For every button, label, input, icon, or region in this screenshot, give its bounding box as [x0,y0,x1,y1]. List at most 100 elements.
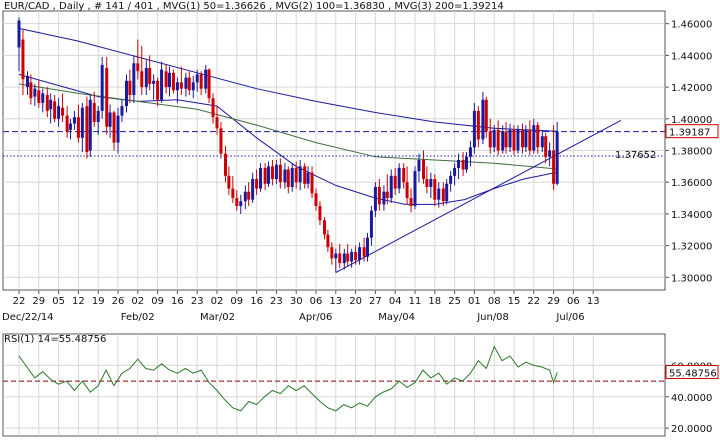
candle-body [354,251,358,260]
candle [362,237,366,262]
candle [21,30,25,96]
candle [57,98,61,127]
candle [290,163,294,192]
day-tick-label: 29 [547,296,560,307]
day-tick-label: 06 [567,296,580,307]
candle [382,185,386,211]
candle-body [536,125,540,148]
candle-body [488,131,492,148]
candle-body [187,77,191,91]
candle [105,56,109,135]
candle-body [215,117,219,129]
candle-body [207,69,211,99]
candle [422,150,426,184]
candle [294,161,298,189]
month-label: Jun/08 [476,312,509,323]
candle-body [152,80,156,84]
candle-body [393,175,397,189]
price-tick-label: 1.46000 [671,20,712,31]
candle-body [243,191,247,202]
candle-body [116,115,120,143]
candle-body [548,150,552,157]
candle-body [235,198,239,206]
candle [338,244,342,268]
candle-body [227,175,231,189]
level-label: 1.37652 [615,150,656,161]
candle-body [314,193,318,206]
candle [140,45,144,96]
candle-body [112,112,116,143]
candle [266,161,270,187]
candle [160,61,164,103]
candle-body [540,136,544,148]
candle [310,166,314,199]
candle-body [552,150,556,184]
candle-body [365,237,369,257]
candle-body [199,74,203,89]
day-tick-label: 22 [13,296,26,307]
candle [235,190,239,211]
candle-body [80,107,84,138]
candle [468,140,472,167]
day-tick-label: 20 [349,296,362,307]
candle [342,248,346,270]
candle-body [389,175,393,199]
candle [417,153,421,183]
level-label: 1.39187 [669,128,710,139]
candle-body [437,188,441,200]
candle-body [100,64,104,111]
candle [247,182,251,206]
candle [108,104,112,138]
candle [457,153,461,180]
candle-body [449,175,453,184]
candle-body [397,167,401,189]
candle [207,68,211,103]
candle [528,120,532,156]
candle-body [524,129,528,148]
candle [323,217,327,240]
rsi-tick-label: 40.0000 [671,393,712,404]
candle-body [323,220,327,235]
candle-body [251,179,255,200]
candle [49,93,53,124]
candle [26,71,30,96]
candle [536,121,540,154]
day-tick-label: 26 [112,296,125,307]
day-tick-label: 27 [369,296,382,307]
candle-body [326,234,330,248]
trendline-layer [335,119,622,274]
candle-body [481,99,485,140]
candle [524,125,528,153]
day-tick-label: 11 [409,296,422,307]
candle [72,110,76,130]
price-tick-label: 1.32000 [671,242,712,253]
rsi-line-layer: 55.48756 [18,345,719,412]
candle [377,179,381,211]
candle [508,123,512,153]
month-label: Jul/06 [555,312,584,323]
candle-body [278,164,282,183]
candle [33,83,37,107]
candle [128,69,132,103]
candle [472,102,476,154]
day-tick-label: 02 [131,296,144,307]
candle-body [298,166,302,183]
day-tick-label: 16 [171,296,184,307]
day-tick-label: 13 [587,296,600,307]
level-tag-box [665,124,719,139]
candle [175,77,179,103]
candle-body [516,129,520,151]
candle-body [65,115,69,132]
day-tick-label: 08 [488,296,501,307]
candle [144,60,148,96]
rsi-gridlines [3,334,665,436]
candle-body [306,172,310,184]
candle-body [108,112,112,127]
candle [283,163,287,189]
month-label: Mar/02 [200,312,235,323]
candle [29,74,33,105]
candle-body [270,166,274,180]
candle-body [175,82,179,91]
candle-body [72,117,76,124]
